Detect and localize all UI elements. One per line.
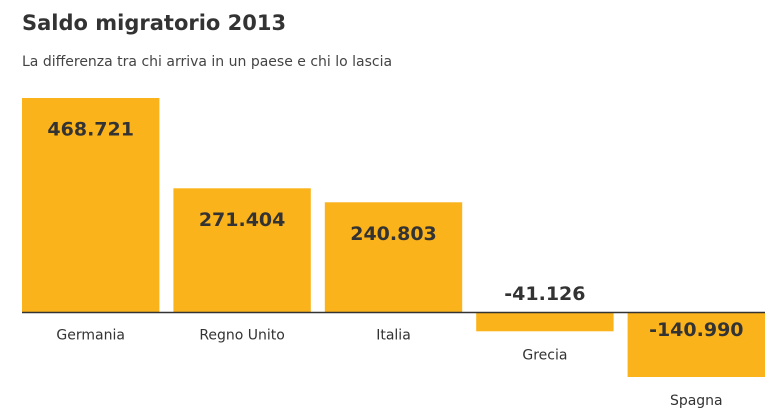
- bar: [173, 188, 311, 313]
- x-tick-label: Germania: [56, 327, 125, 343]
- chart-title: Saldo migratorio 2013: [22, 11, 286, 35]
- value-label: -41.126: [504, 283, 585, 305]
- x-tick-label: Regno Unito: [199, 327, 285, 343]
- value-label: 240.803: [350, 223, 437, 245]
- bar: [324, 202, 463, 313]
- value-label: 271.404: [199, 209, 286, 231]
- bar: [476, 312, 614, 332]
- bar: [627, 312, 765, 377]
- bar: [22, 98, 160, 313]
- chart-subtitle: La differenza tra chi arriva in un paese…: [22, 54, 392, 70]
- x-tick-label: Spagna: [670, 393, 723, 409]
- x-tick-label: Italia: [376, 327, 411, 343]
- value-label: 468.721: [47, 119, 134, 141]
- x-tick-label: Grecia: [522, 347, 567, 363]
- value-label: -140.990: [649, 319, 743, 341]
